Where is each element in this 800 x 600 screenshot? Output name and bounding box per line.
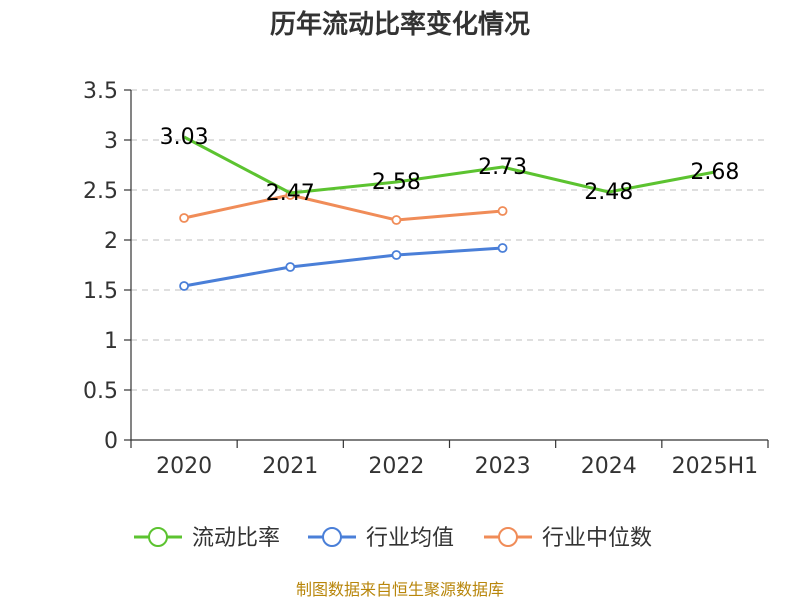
x-tick-label: 2020 [156,454,212,479]
data-point [179,281,189,291]
data-label: 2.73 [478,155,527,180]
data-point [497,243,508,253]
source-note: 制图数据来自恒生聚源数据库 [296,580,504,599]
x-tick-label: 2021 [262,454,318,479]
y-tick-label: 0 [104,429,118,454]
legend-swatch-marker [322,527,342,547]
data-label: 2.48 [584,180,633,205]
legend-label: 行业中位数 [542,526,652,551]
legend-item-0: 流动比率 [134,526,280,551]
legend-label: 行业均值 [366,526,454,551]
legend-swatch-marker [498,527,518,547]
data-label: 3.03 [160,125,209,150]
data-label: 2.68 [690,160,739,185]
y-tick-label: 1.5 [83,279,118,304]
series-line-2 [183,193,503,222]
x-tick-label: 2024 [581,454,637,479]
x-tick-label: 2025H1 [672,454,759,479]
x-tick-label: 2023 [475,454,531,479]
data-label: 2.58 [372,170,421,195]
axes: 0 0.5 1 1.5 2 2.5 3 3.5 2020 2021 2022 2023 2024 2025… [83,79,769,479]
data-labels: 3.03 2.47 2.58 2.73 2.48 2.68 [160,125,740,206]
data-point [497,206,508,216]
legend-item-1: 行业均值 [308,526,454,551]
y-tick-label: 3.5 [83,79,118,104]
data-point [391,250,402,260]
legend-label: 流动比率 [192,526,280,551]
series-line-0 [183,135,716,195]
series-line-1 [183,246,503,288]
y-tick-label: 2 [104,229,118,254]
data-point [179,213,189,223]
grid-lines [131,89,768,391]
data-label: 2.47 [266,181,315,206]
x-tick-label: 2022 [368,454,424,479]
legend-item-2: 行业中位数 [484,526,652,551]
y-tick-label: 1 [104,329,118,354]
y-tick-label: 0.5 [83,379,118,404]
series-layer [179,135,716,291]
legend-swatch-marker [148,527,168,547]
y-tick-label: 3 [104,129,118,154]
data-point [285,262,296,272]
data-point [391,215,402,225]
chart-title: 历年流动比率变化情况 [270,9,530,40]
legend: 流动比率 行业均值 行业中位数 [134,526,652,551]
y-tick-label: 2.5 [83,179,118,204]
